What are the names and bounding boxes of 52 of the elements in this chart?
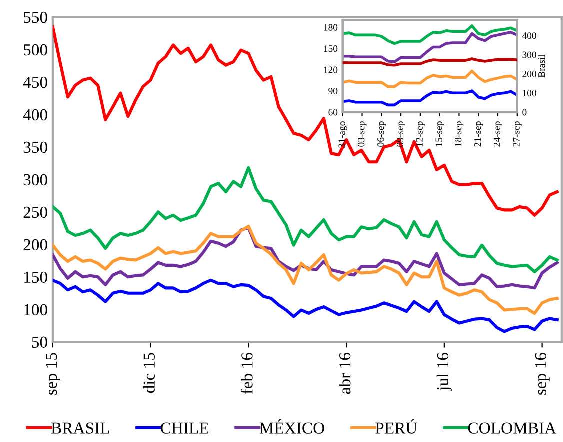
line-series [52, 278, 559, 334]
y-tick-label: 300 [24, 174, 48, 186]
line-series [342, 30, 518, 64]
x-tick-label: feb 16 [240, 353, 253, 394]
y-tick-label: 350 [24, 142, 48, 154]
y-tick-label: 400 [23, 109, 48, 121]
x-tick-label: 06-sep [378, 122, 386, 147]
legend-label: CHILE [160, 422, 209, 434]
x-tick-label: 09-sep [396, 122, 406, 147]
y2-tick-label: 200 [522, 70, 536, 78]
y-tick-label: 550 [24, 12, 48, 24]
x-tick-label: sep 15 [46, 353, 60, 395]
y-tick-label: 150 [324, 46, 338, 52]
x-tick-label: 12-sep [416, 122, 425, 146]
y-tick-label: 500 [24, 44, 48, 56]
y-tick-label: 200 [24, 239, 48, 251]
y2-tick-label: 400 [522, 32, 536, 40]
line-series [342, 24, 518, 46]
y-tick-label: 50 [32, 336, 48, 348]
x-tick-label: 15-sep [436, 122, 444, 146]
line-series [342, 58, 518, 67]
x-tick-label: 03-sep [358, 122, 367, 147]
x-tick-label: sep 16 [535, 353, 550, 395]
y2-axis-title: Brasil [538, 54, 546, 78]
line-series [52, 25, 559, 217]
line-series [52, 166, 559, 274]
x-tick-label: 18-sep [455, 122, 464, 146]
line-series [342, 70, 518, 88]
line-series [342, 90, 518, 107]
y-tick-label: 120 [324, 66, 338, 74]
x-tick-label: dic 15 [143, 353, 155, 394]
y-tick-label: 60 [328, 109, 338, 116]
y-tick-label: 450 [23, 76, 48, 88]
x-tick-label: 24-sep [494, 122, 502, 147]
line-series [52, 224, 559, 316]
x-tick-label: abr 16 [338, 353, 351, 394]
x-tick-label: 27-sep [513, 122, 522, 147]
legend-label: PERÚ [376, 419, 418, 434]
y-tick-label: 180 [324, 24, 338, 31]
legend-label: COLOMBIA [468, 422, 556, 434]
y2-tick-label: 300 [522, 52, 536, 58]
legend-label: BRASIL [51, 422, 110, 434]
y-tick-label: 150 [24, 272, 48, 284]
y-tick-label: 250 [24, 206, 48, 218]
x-tick-label: 31-ago [338, 122, 348, 148]
y2-tick-label: 0 [522, 109, 527, 116]
y-tick-label: 90 [328, 88, 338, 95]
y-tick-label: 100 [24, 304, 48, 316]
x-tick-label: jul 16 [436, 353, 452, 392]
y2-tick-label: 100 [523, 90, 536, 97]
x-tick-label: 21-sep [474, 122, 484, 147]
legend-label: MÉXICO [260, 419, 324, 434]
